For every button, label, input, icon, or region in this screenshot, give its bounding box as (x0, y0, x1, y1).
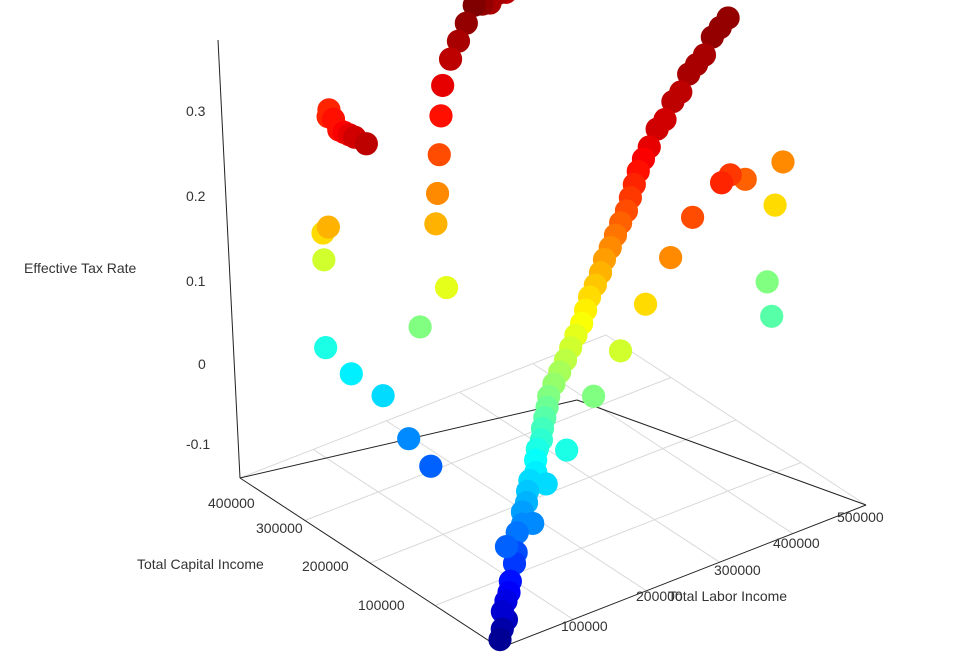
data-point (408, 315, 432, 339)
floor-grid-line (304, 377, 672, 521)
data-point (633, 292, 658, 316)
z-axis-title: Effective Tax Rate (24, 260, 137, 276)
labor-tick-label: 200000 (636, 588, 683, 604)
capital-tick-label: 400000 (208, 495, 255, 511)
z-tick-label: 0 (198, 356, 206, 372)
floor-grid-line (239, 334, 607, 479)
data-point (314, 336, 338, 360)
data-point (354, 132, 378, 156)
data-point (709, 171, 734, 195)
data-point (488, 627, 512, 652)
data-point (763, 193, 787, 217)
capital-axis-title: Total Capital Income (137, 556, 264, 572)
tick-layer: 0.3 0.2 0.1 0 -0.1 400000 300000 200000 … (24, 103, 884, 634)
data-point (434, 275, 459, 300)
data-point (427, 143, 451, 167)
data-point (771, 150, 795, 174)
labor-tick-label: 400000 (773, 535, 820, 551)
data-point (316, 215, 340, 239)
data-point (608, 339, 633, 363)
data-point (438, 47, 463, 71)
data-point (494, 535, 519, 559)
data-point (371, 384, 395, 408)
data-point (680, 205, 705, 229)
data-point (424, 212, 448, 236)
labor-axis-title: Total Labor Income (668, 588, 787, 604)
labor-axis-line (499, 504, 867, 649)
labor-tick-label: 300000 (714, 562, 761, 578)
points-layer (311, 0, 795, 652)
data-point (397, 427, 421, 451)
data-point (581, 384, 606, 408)
data-point (339, 362, 363, 386)
capital-axis-line (239, 477, 501, 649)
data-point (760, 304, 784, 328)
z-tick-label: 0.1 (186, 273, 206, 289)
data-point (429, 104, 453, 128)
labor-tick-label: 500000 (837, 509, 884, 525)
grid-layer (239, 334, 867, 620)
data-point (555, 438, 579, 462)
data-point (755, 270, 779, 294)
data-point (312, 248, 336, 272)
z-tick-label: 0.3 (186, 103, 206, 119)
data-point (425, 181, 450, 206)
data-point (419, 454, 443, 478)
capital-tick-label: 300000 (256, 520, 303, 536)
capital-tick-label: 200000 (302, 558, 349, 574)
z-tick-label: 0.2 (186, 188, 206, 204)
back-right-axis-line (576, 399, 867, 506)
capital-tick-label: 100000 (358, 597, 405, 613)
z-tick-label: -0.1 (186, 436, 210, 452)
data-point (659, 246, 683, 270)
data-point (431, 73, 455, 98)
floor-grid-line (434, 462, 802, 606)
labor-tick-label: 100000 (561, 618, 608, 634)
z-axis-line (217, 39, 241, 479)
